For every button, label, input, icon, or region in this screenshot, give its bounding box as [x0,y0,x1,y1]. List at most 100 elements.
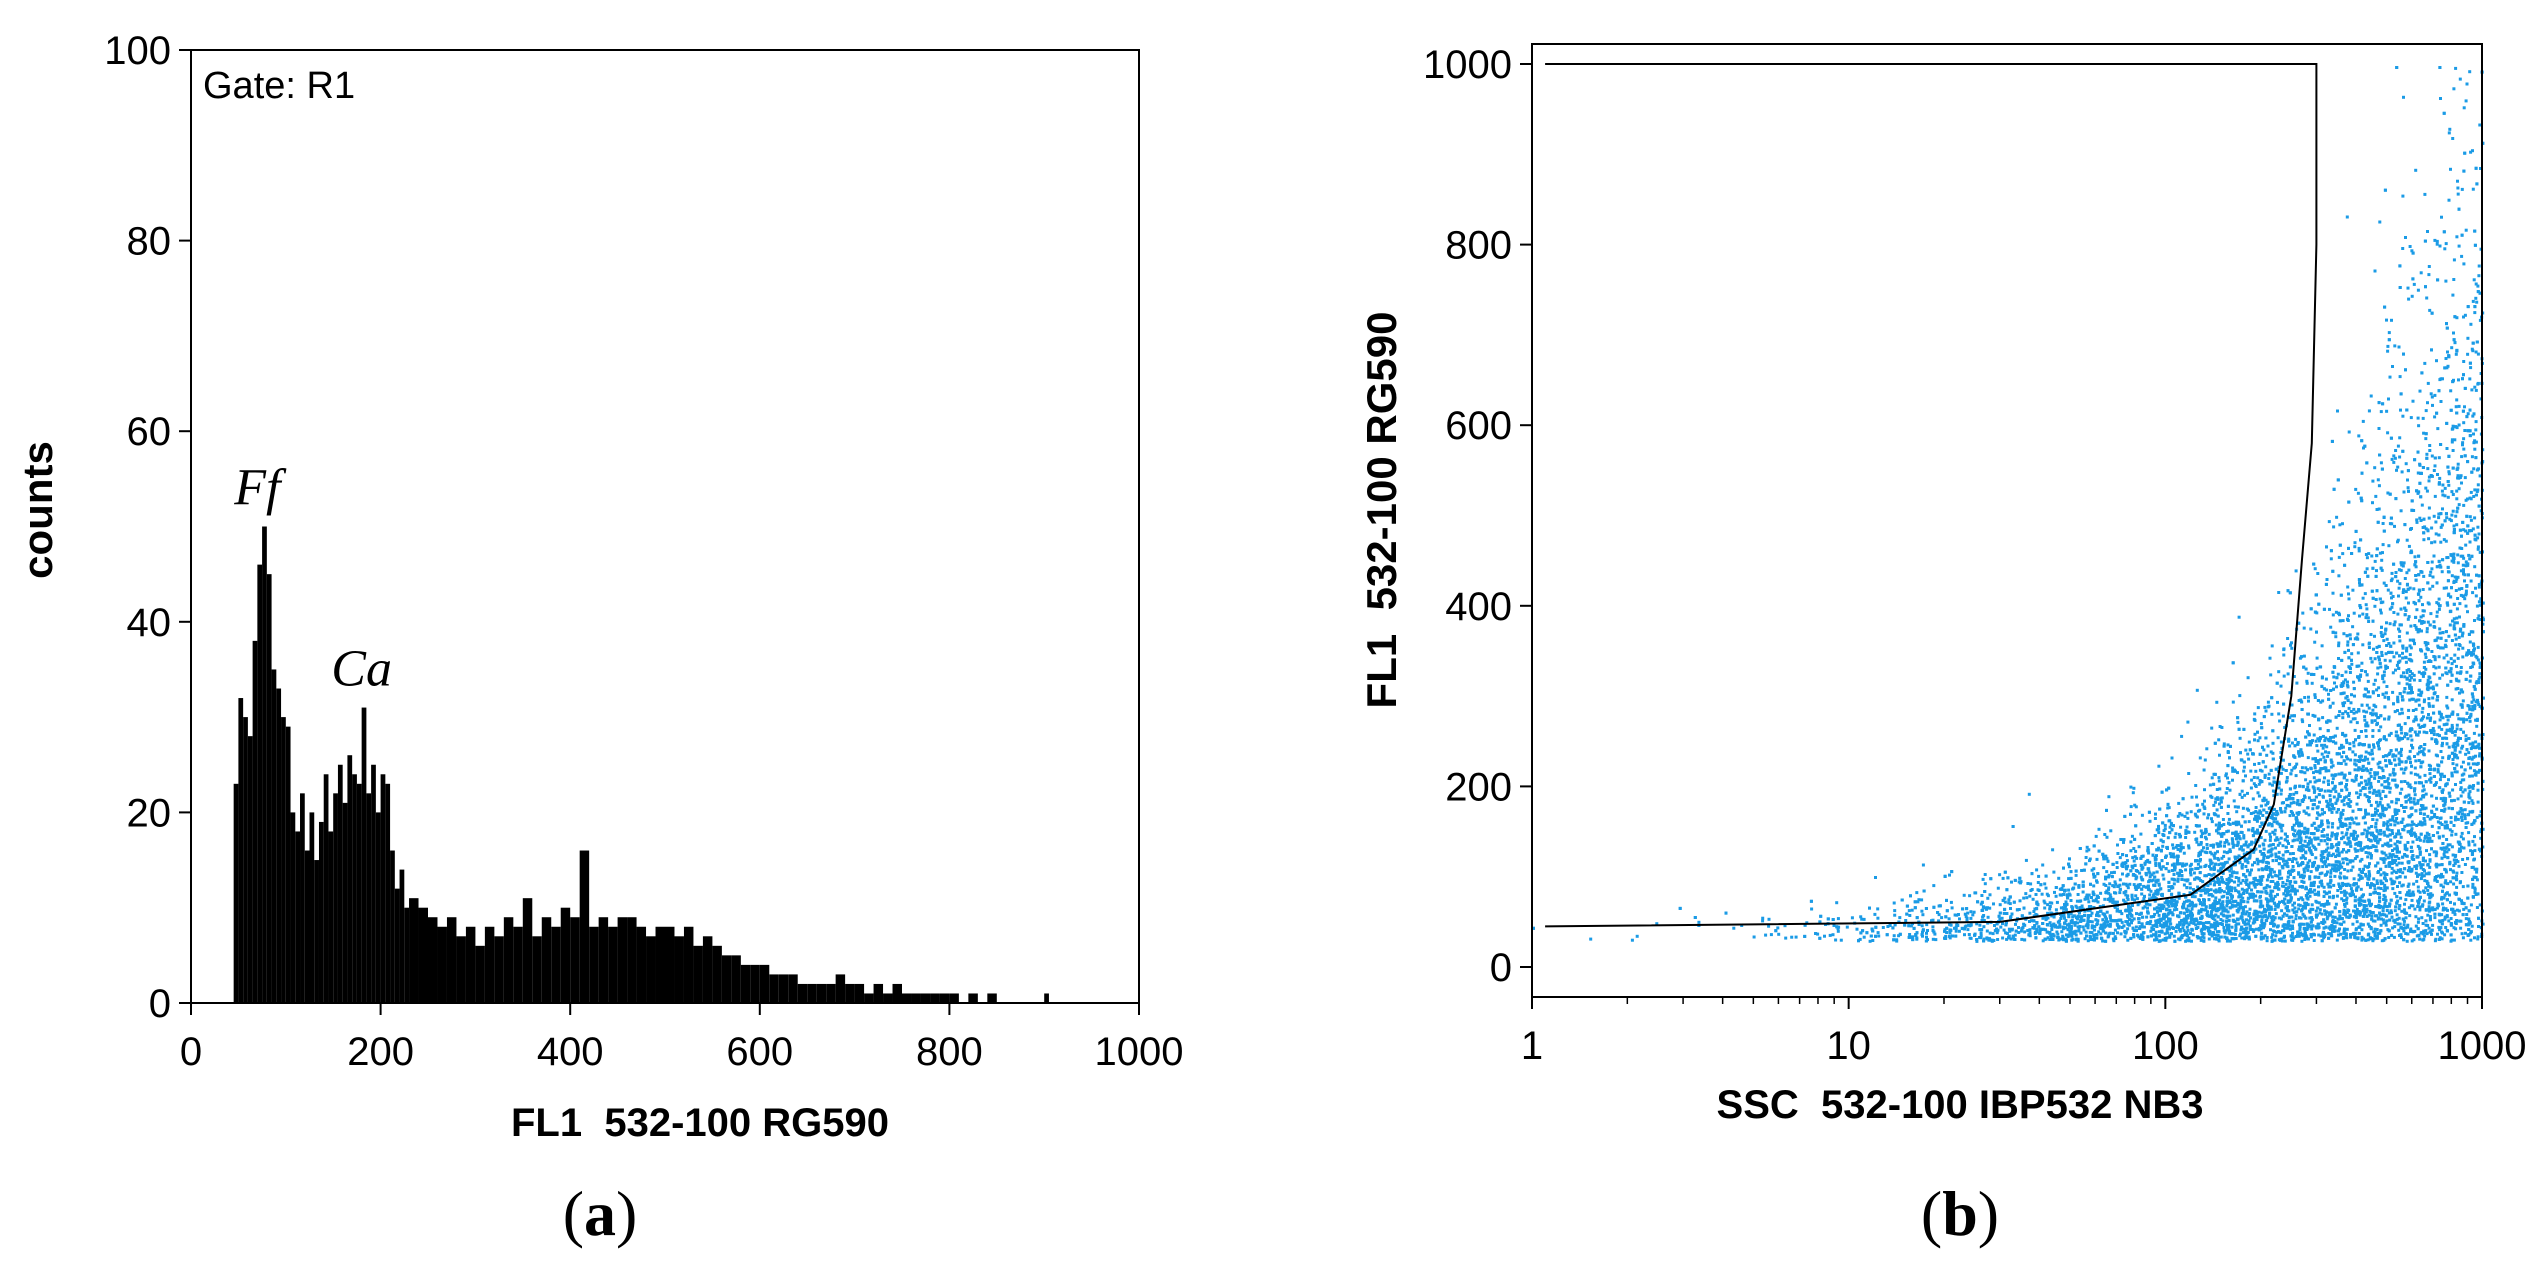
scatter-point [2381,522,2385,525]
scatter-point [2207,937,2211,941]
scatter-point [2274,817,2278,821]
scatter-point [2453,733,2457,737]
scatter-point [2371,734,2375,738]
scatter-point [2464,917,2468,921]
scatter-point [2452,552,2456,556]
scatter-point [2183,814,2187,818]
scatter-point [2258,736,2262,740]
scatter-point [2428,444,2432,447]
scatter-point [2352,835,2356,838]
scatter-point [2387,911,2391,915]
scatter-point [2415,518,2419,522]
scatter-point [2464,560,2468,564]
scatter-point [2412,822,2416,826]
scatter-point [2379,815,2383,819]
scatter-point [2449,880,2453,884]
histogram-bar [987,993,997,1003]
scatter-point [2206,910,2209,914]
scatter-point [2471,741,2475,745]
scatter-point [2231,700,2235,704]
scatter-point [2102,866,2106,870]
scatter-point [2212,803,2216,807]
scatter-point [2429,885,2433,889]
scatter-point [2230,925,2234,929]
scatter-point [2377,507,2381,511]
scatter-point [2455,616,2459,620]
scatter-point [2395,817,2399,820]
scatter-point [2474,754,2477,758]
histogram-bar [902,993,912,1003]
scatter-point [2433,658,2437,662]
scatter-point [2437,456,2441,460]
scatter-point [2463,808,2467,812]
scatter-point [2217,858,2221,862]
scatter-point [2409,761,2412,764]
scatter-point [2423,698,2426,702]
scatter-point [2444,242,2448,246]
scatter-point [2074,873,2078,877]
scatter-point [2475,724,2479,728]
scatter-point [2407,544,2411,548]
scatter-point [2194,814,2198,818]
scatter-point [2361,419,2365,423]
scatter-point [2403,824,2407,828]
scatter-point [1985,929,1989,933]
scatter-point [2200,832,2204,835]
scatter-point [2469,903,2473,907]
scatter-point [1655,922,1659,926]
scatter-point [1769,933,1773,937]
scatter-point [2129,805,2133,809]
scatter-point [2323,811,2326,815]
scatter-point [2456,817,2460,821]
scatter-point [2367,870,2371,874]
scatter-point [2160,924,2164,928]
scatter-point [2350,662,2354,666]
scatter-point [2423,525,2427,529]
scatter-point [2403,675,2407,679]
scatter-point [2379,611,2383,615]
scatter-point [2455,727,2459,731]
scatter-point [2377,744,2380,748]
scatter-point [1805,921,1809,925]
scatter-point [2418,750,2421,754]
scatter-point [2474,740,2478,744]
scatter-point [2416,844,2420,848]
scatter-point [2290,768,2294,772]
scatter-point [2393,808,2397,812]
scatter-point [2386,803,2390,807]
scatter-point [2468,784,2472,788]
scatter-point [2397,907,2401,911]
scatter-point [2359,789,2363,793]
scatter-point [2302,798,2306,801]
scatter-point [2301,854,2305,858]
scatter-point [2424,908,2428,912]
scatter-point [2446,350,2449,354]
scatter-point [2277,591,2281,594]
scatter-point [2456,192,2460,196]
scatter-point [2009,937,2013,941]
scatter-point [1876,907,1880,911]
scatter-point [1893,909,1897,913]
histogram-bar [380,774,386,1003]
scatter-point [2307,937,2310,941]
scatter-point [2318,800,2321,804]
scatter-point [2441,919,2445,922]
histogram-bar [655,926,665,1003]
scatter-point [2390,855,2394,859]
scatter-point [2052,915,2056,919]
scatter-point [2352,707,2356,711]
scatter-point [2368,885,2372,889]
scatter-point [2407,798,2411,802]
histogram-bar [589,926,599,1003]
scatter-point [2394,871,2398,874]
scatter-point [1944,934,1948,938]
scatter-point [2107,875,2110,879]
scatter-point [2446,908,2449,912]
scatter-point [2430,731,2433,735]
scatter-point [2474,718,2478,722]
scatter-point [2221,818,2225,821]
scatter-point [2308,859,2312,863]
scatter-point [2225,899,2229,903]
scatter-point [2245,888,2249,892]
